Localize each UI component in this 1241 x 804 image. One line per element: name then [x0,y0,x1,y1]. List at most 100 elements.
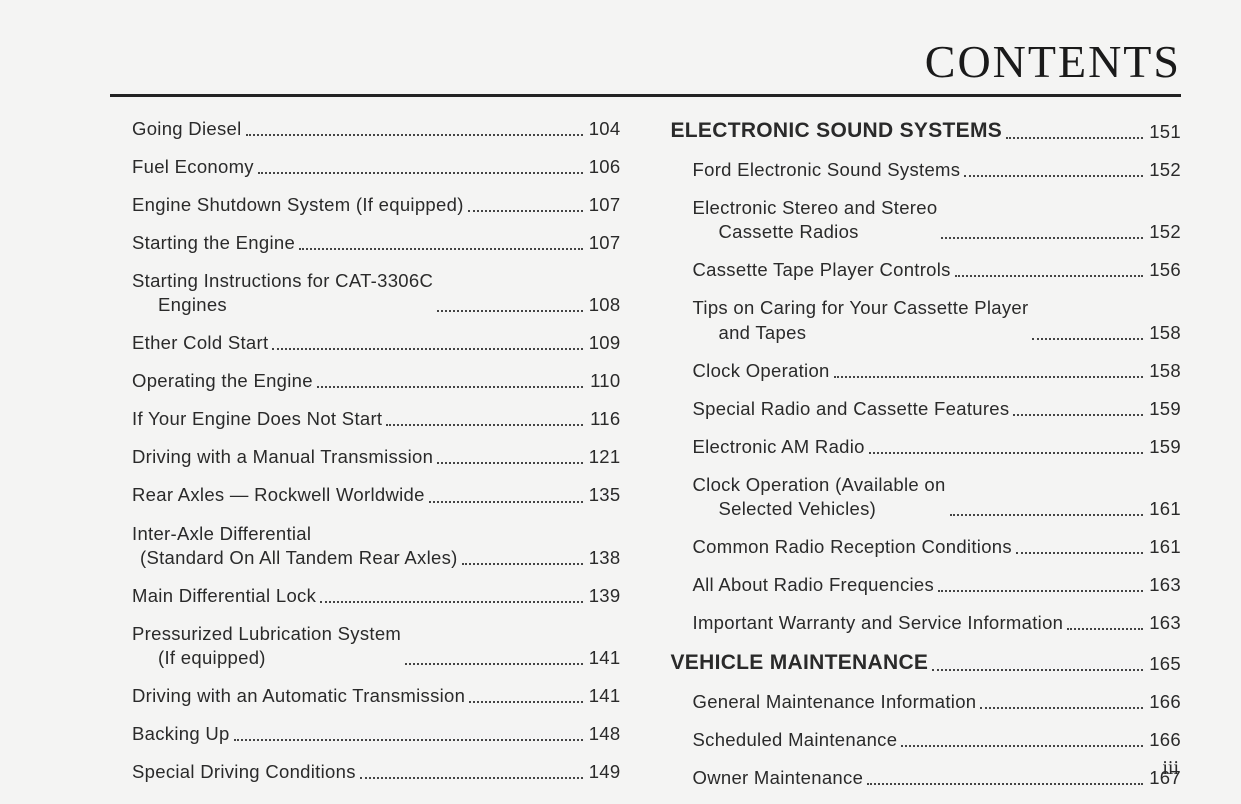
toc-page-number: 166 [1147,690,1181,714]
page-header: CONTENTS [110,35,1181,97]
toc-leader-dots [869,451,1143,454]
toc-page-number: 148 [587,722,621,746]
toc-leader-dots [1016,551,1143,554]
toc-leader-dots [867,782,1143,785]
toc-entry: Scheduled Maintenance166 [671,728,1182,752]
toc-page-number: 161 [1147,535,1181,559]
toc-entry: Main Differential Lock 139 [110,584,621,608]
toc-entry: Electronic Stereo and StereoCassette Rad… [671,196,1182,244]
toc-label: Owner Maintenance [693,766,864,790]
toc-columns: Going Diesel 104 Fuel Economy106 Engine Shu… [110,117,1181,804]
toc-entry: Ether Cold Start109 [110,331,621,355]
toc-page-number: 110 [587,369,621,393]
toc-entry: Driving with an Automatic Transmission 14… [110,684,621,708]
toc-page-number: 158 [1147,359,1181,383]
toc-page-number: 163 [1147,611,1181,635]
toc-label: General Maintenance Information [693,690,977,714]
toc-page-number: 152 [1147,220,1181,244]
toc-entry: Rear Axles — Rockwell Worldwide 135 [110,483,621,507]
toc-page-number: 141 [587,684,621,708]
toc-leader-dots [938,589,1143,592]
toc-entry: Pressurized Lubrication System(If equipp… [110,622,621,670]
toc-label: Going Diesel [132,117,242,141]
toc-leader-dots [932,668,1143,671]
toc-label: Main Differential Lock [132,584,316,608]
toc-label: Backing Up [132,722,230,746]
toc-leader-dots [258,171,583,174]
toc-entry: General Maintenance Information 166 [671,690,1182,714]
toc-label: Important Warranty and Service Informati… [693,611,1064,635]
toc-leader-dots [834,375,1143,378]
toc-entry: If Your Engine Does Not Start 116 [110,407,621,431]
toc-entry: VEHICLE MAINTENANCE165 [671,649,1182,676]
toc-page-number: 121 [587,445,621,469]
toc-leader-dots [955,274,1143,277]
toc-leader-dots [317,385,583,388]
toc-entry: Cassette Tape Player Controls 156 [671,258,1182,282]
toc-page-number: 107 [587,193,621,217]
toc-page-number: 159 [1147,397,1181,421]
toc-page-number: 149 [587,760,621,784]
toc-label: Engine Shutdown System (If equipped) [132,193,464,217]
toc-entry: Starting the Engine107 [110,231,621,255]
toc-entry: Fuel Economy106 [110,155,621,179]
toc-entry: Clock Operation 158 [671,359,1182,383]
toc-entry: Common Radio Reception Conditions 161 [671,535,1182,559]
toc-leader-dots [941,236,1143,239]
toc-entry: ELECTRONIC SOUND SYSTEMS151 [671,117,1182,144]
toc-page-number: 135 [587,483,621,507]
toc-label: Pressurized Lubrication System(If equipp… [132,622,401,670]
toc-label: Fuel Economy [132,155,254,179]
toc-leader-dots [429,500,583,503]
toc-entry: Owner Maintenance167 [671,766,1182,790]
toc-label: Cassette Tape Player Controls [693,258,951,282]
toc-page-number: 152 [1147,158,1181,182]
toc-entry: Electronic AM Radio159 [671,435,1182,459]
toc-page-number: 108 [587,293,621,317]
toc-leader-dots [1006,136,1143,139]
toc-page-number: 104 [587,117,621,141]
toc-entry: Ford Electronic Sound Systems 152 [671,158,1182,182]
toc-label: Clock Operation (Available onSelected Ve… [693,473,946,521]
toc-leader-dots [360,776,583,779]
toc-label: Special Driving Conditions [132,760,356,784]
toc-label: Clock Operation [693,359,830,383]
toc-right-column: ELECTRONIC SOUND SYSTEMS151 Ford Electron… [671,117,1182,804]
toc-label: Electronic Stereo and StereoCassette Rad… [693,196,938,244]
toc-page-number: 138 [587,546,621,570]
toc-label: Driving with an Automatic Transmission [132,684,465,708]
toc-label: If Your Engine Does Not Start [132,407,382,431]
toc-page-number: 107 [587,231,621,255]
toc-page-number: 163 [1147,573,1181,597]
toc-leader-dots [1067,627,1143,630]
toc-entry: All About Radio Frequencies163 [671,573,1182,597]
toc-entry: Special Driving Conditions 149 [110,760,621,784]
toc-label: Tips on Caring for Your Cassette Playera… [693,296,1029,344]
toc-leader-dots [901,744,1143,747]
toc-label: Ether Cold Start [132,331,268,355]
toc-leader-dots [437,461,582,464]
toc-label: Ford Electronic Sound Systems [693,158,961,182]
toc-leader-dots [386,423,582,426]
toc-page-number: 166 [1147,728,1181,752]
toc-leader-dots [964,174,1143,177]
toc-leader-dots [950,513,1143,516]
toc-leader-dots [320,600,582,603]
toc-entry: Special Radio and Cassette Features159 [671,397,1182,421]
toc-leader-dots [468,209,583,212]
toc-entry: Clock Operation (Available onSelected Ve… [671,473,1182,521]
toc-entry: Starting Instructions for CAT-3306CEngin… [110,269,621,317]
toc-page-number: 161 [1147,497,1181,521]
toc-page-number: 156 [1147,258,1181,282]
toc-page-number: 165 [1147,652,1181,676]
toc-entry: Operating the Engine110 [110,369,621,393]
toc-page-number: 139 [587,584,621,608]
toc-left-column: Going Diesel 104 Fuel Economy106 Engine Shu… [110,117,621,804]
toc-page-number: 151 [1147,120,1181,144]
page-folio: iii [1162,757,1179,780]
toc-leader-dots [1013,413,1143,416]
toc-page-number: 116 [587,407,621,431]
toc-label: Rear Axles — Rockwell Worldwide [132,483,425,507]
toc-label: Common Radio Reception Conditions [693,535,1012,559]
toc-leader-dots [437,309,582,312]
